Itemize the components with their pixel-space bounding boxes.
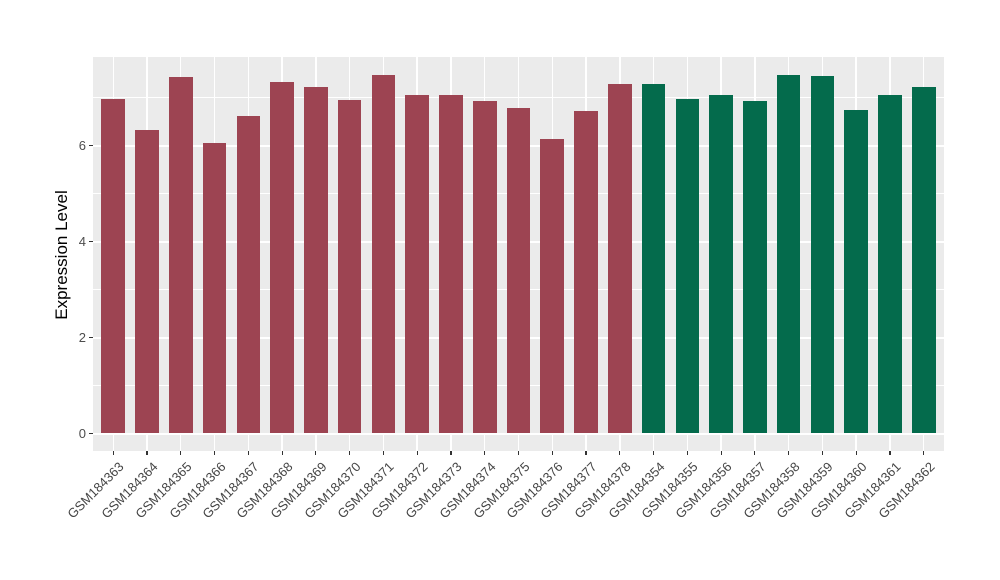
x-tick-mark-GSM184374 (484, 451, 486, 455)
x-tick-mark-GSM184364 (146, 451, 148, 455)
bar-GSM184368 (270, 81, 294, 434)
y-tick-mark-2 (89, 336, 93, 338)
x-tick-mark-GSM184365 (180, 451, 182, 455)
plot-panel (93, 57, 944, 451)
x-tick-mark-GSM184361 (889, 451, 891, 455)
bar-GSM184367 (236, 115, 261, 434)
y-axis-title: Expression Level (52, 190, 71, 320)
x-tick-mark-GSM184369 (315, 451, 317, 455)
bar-GSM184363 (101, 98, 126, 434)
y-tick-label-6: 6 (78, 137, 86, 153)
bar-GSM184361 (878, 95, 902, 434)
y-tick-mark-6 (89, 144, 93, 146)
bar-GSM184356 (709, 95, 733, 434)
bar-GSM184378 (607, 84, 632, 434)
x-tick-mark-GSM184377 (585, 451, 587, 455)
x-tick-mark-GSM184376 (551, 451, 553, 455)
y-tick-mark-0 (89, 432, 93, 434)
x-tick-mark-GSM184355 (686, 451, 688, 455)
x-tick-mark-GSM184359 (821, 451, 824, 455)
y-tick-label-4: 4 (78, 233, 86, 249)
x-tick-mark-GSM184358 (788, 451, 790, 455)
x-tick-mark-GSM184373 (450, 451, 452, 455)
y-tick-mark-4 (89, 240, 93, 242)
x-tick-mark-GSM184368 (281, 451, 283, 455)
bar-GSM184373 (439, 95, 463, 434)
x-tick-mark-GSM184370 (349, 451, 351, 455)
x-tick-mark-GSM184356 (720, 451, 722, 455)
x-tick-mark-GSM184375 (517, 451, 520, 455)
bar-GSM184360 (844, 109, 868, 434)
bar-GSM184369 (304, 87, 328, 434)
x-tick-mark-GSM184362 (923, 451, 925, 455)
bar-GSM184355 (675, 98, 700, 434)
x-tick-mark-GSM184366 (213, 451, 216, 455)
bar-GSM184375 (506, 107, 531, 434)
bar-GSM184371 (371, 74, 396, 434)
bar-GSM184377 (574, 110, 598, 434)
y-tick-label-0: 0 (78, 425, 86, 441)
x-tick-mark-GSM184372 (416, 451, 418, 455)
bar-GSM184366 (202, 142, 227, 434)
bar-GSM184354 (641, 84, 666, 434)
x-tick-mark-GSM184357 (754, 451, 756, 455)
bar-GSM184359 (810, 75, 835, 434)
x-tick-mark-GSM184371 (382, 451, 384, 455)
bar-GSM184372 (405, 95, 429, 434)
x-tick-mark-GSM184367 (247, 451, 249, 455)
bar-GSM184374 (472, 101, 497, 434)
bar-GSM184364 (135, 130, 159, 434)
bar-GSM184370 (337, 100, 362, 434)
x-tick-mark-GSM184378 (619, 451, 621, 455)
y-tick-label-2: 2 (78, 329, 86, 345)
bar-GSM184358 (776, 74, 801, 434)
x-tick-mark-GSM184354 (652, 451, 655, 455)
x-tick-mark-GSM184360 (855, 451, 857, 455)
bar-GSM184365 (168, 77, 193, 434)
bar-GSM184362 (911, 87, 936, 434)
bar-GSM184357 (743, 100, 767, 434)
bar-GSM184376 (540, 138, 565, 434)
x-tick-mark-GSM184363 (112, 451, 114, 455)
